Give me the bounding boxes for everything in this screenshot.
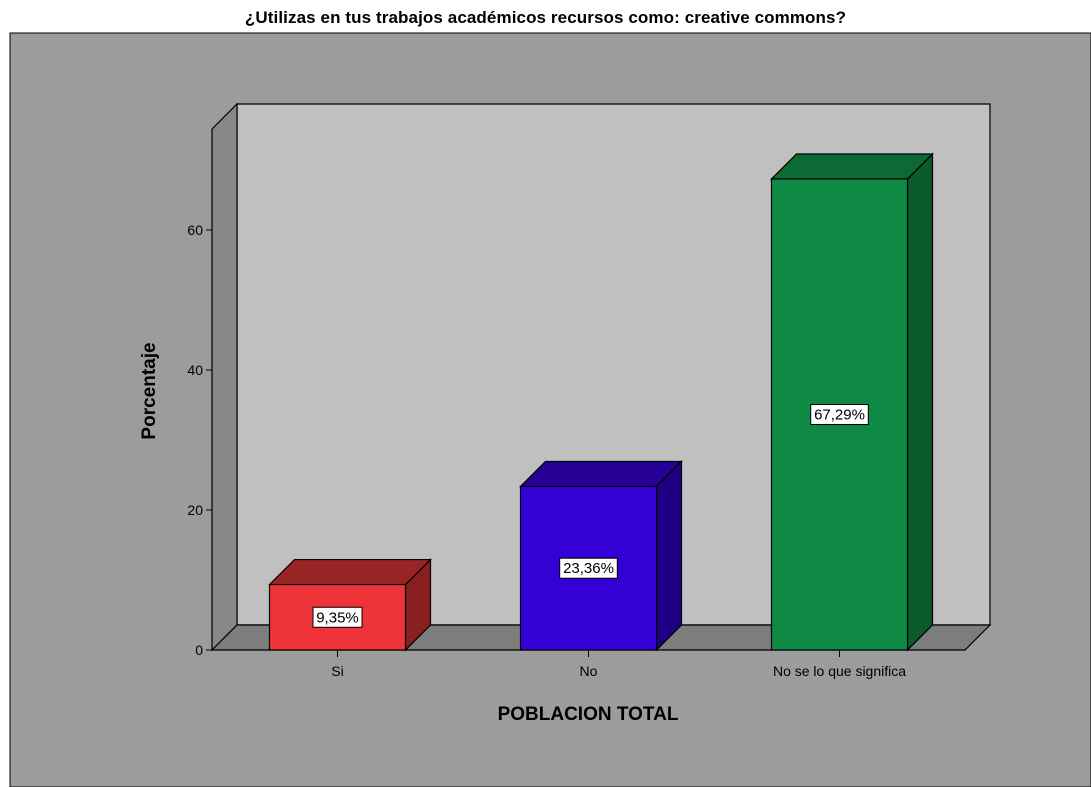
y-tick-label: 60 [187, 222, 203, 238]
data-label-box [810, 403, 869, 425]
data-label: 9,35% [316, 609, 359, 626]
bar-side [906, 152, 934, 652]
data-label: 23,36% [563, 560, 614, 577]
y-tick-label: 0 [195, 642, 203, 658]
data-label-box [559, 557, 618, 579]
x-tick-label: No [580, 663, 598, 679]
x-tick-label: No se lo que significa [773, 663, 906, 679]
data-label: 67,29% [814, 406, 865, 423]
data-label-box [312, 606, 363, 628]
bar-1: 9,35% [268, 558, 432, 652]
bar-3: 67,29% [770, 152, 934, 652]
y-tick-label: 20 [187, 502, 203, 518]
x-tick-label: Si [331, 663, 343, 679]
chart-title: ¿Utilizas en tus trabajos académicos rec… [244, 8, 847, 27]
bar-top [770, 153, 934, 180]
bar-top [268, 558, 432, 586]
y-tick-label: 40 [187, 362, 203, 378]
side-wall [211, 102, 238, 652]
y-axis-label: Porcentaje [139, 342, 160, 439]
bar-2: 23,36% [519, 460, 683, 652]
bar-side [655, 460, 683, 652]
x-axis-label: POBLACION TOTAL [498, 704, 679, 725]
bar-top [519, 460, 683, 488]
